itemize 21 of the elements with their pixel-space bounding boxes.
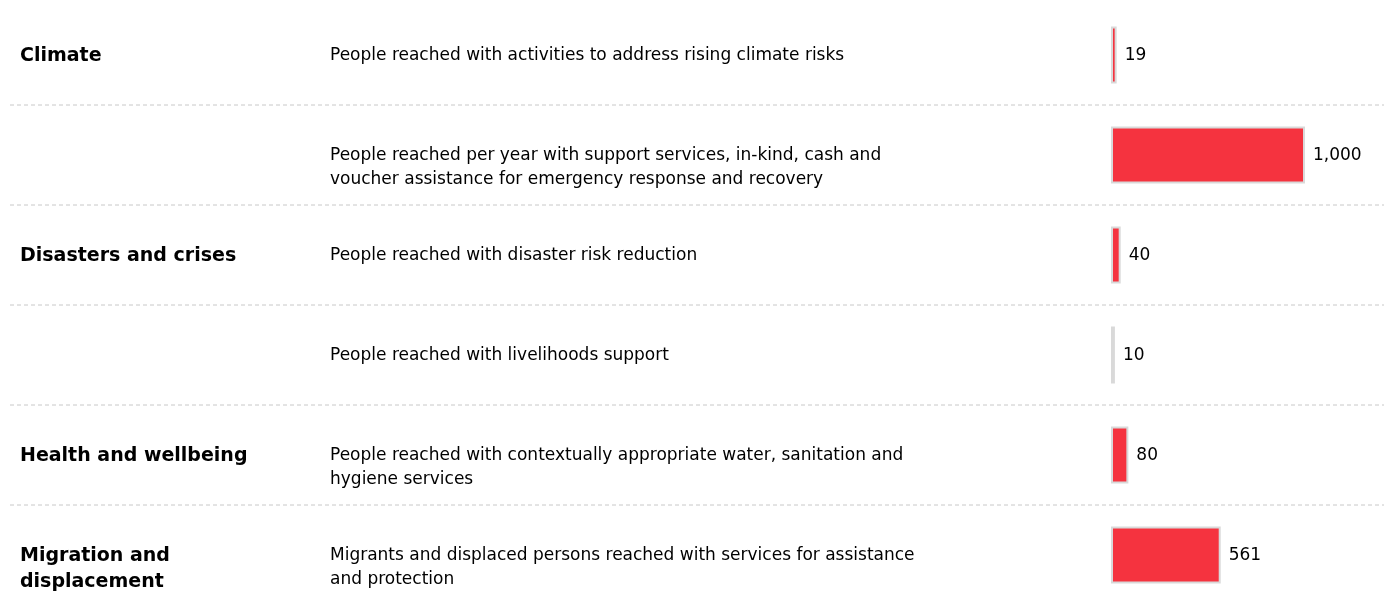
text: Migration and displacement <box>20 543 170 591</box>
y-tick-label: People reached per year with support services, in-kind, cash and voucher assistance for emergency response and recovery <box>330 144 882 188</box>
bar <box>1111 26 1117 84</box>
bar <box>1111 426 1129 484</box>
y-tick-label: People reached with disaster risk reduction <box>330 244 698 264</box>
text: Health and wellbeing <box>20 443 248 465</box>
data-label: 10 <box>1122 344 1145 364</box>
bar <box>1111 126 1305 184</box>
bar <box>1111 226 1121 284</box>
text: Climate <box>20 43 102 65</box>
y-tick-label: People reached with activities to address rising climate risks <box>330 44 845 64</box>
data-label: 1,000 <box>1313 144 1362 164</box>
y-tick-label: People reached with livelihoods support <box>330 344 670 364</box>
bar <box>1111 526 1221 584</box>
text: Disasters and crises <box>20 243 237 265</box>
y-tick-label: Migrants and displaced persons reached with services for assistance and protection <box>330 544 915 588</box>
data-label: 561 <box>1228 544 1262 564</box>
data-label: 80 <box>1136 444 1158 464</box>
data-label: 40 <box>1128 244 1151 264</box>
y-tick-label: People reached with contextually appropriate water, sanitation and hygiene services <box>330 444 904 488</box>
data-label: 19 <box>1124 44 1147 64</box>
